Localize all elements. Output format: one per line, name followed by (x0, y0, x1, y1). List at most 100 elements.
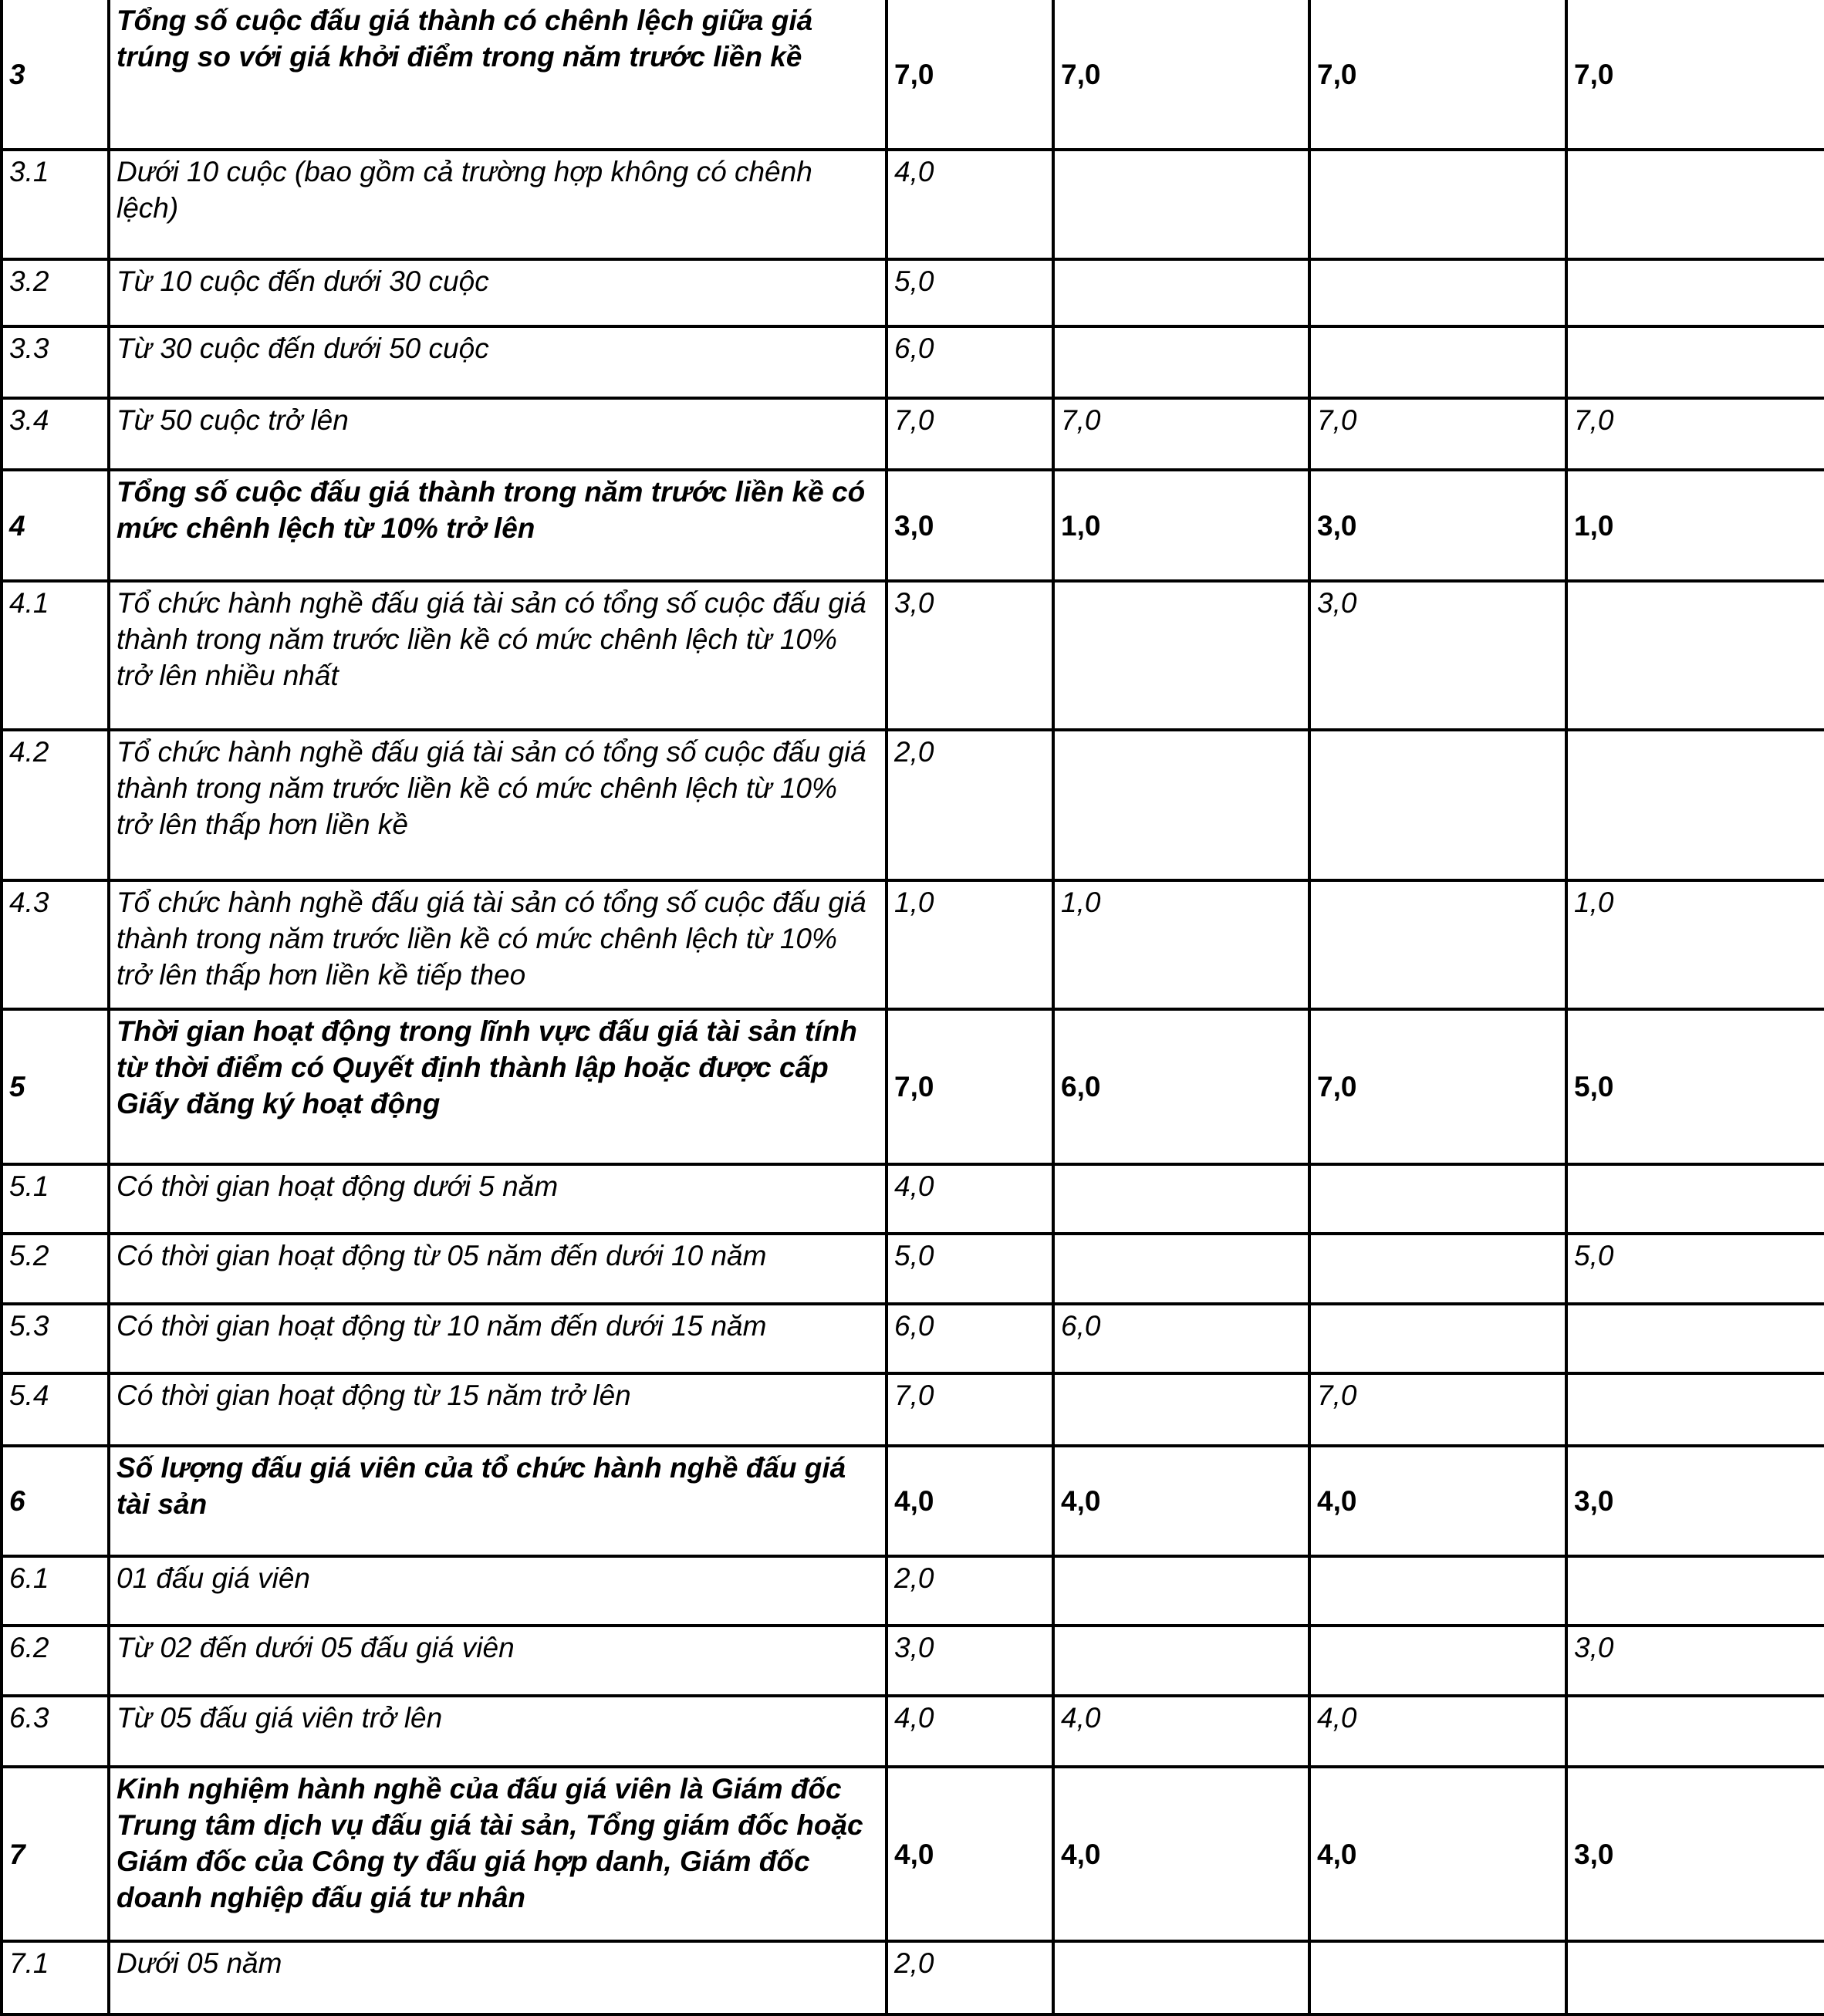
score-cell-4: 1,0 (1565, 468, 1824, 583)
score-cell-4: 7,0 (1565, 0, 1824, 151)
score-cell-2 (1052, 258, 1311, 328)
table-row-3-4: 3.4 Từ 50 cuộc trở lên 7,0 7,0 7,0 7,0 (0, 397, 1824, 471)
score-cell-2: 6,0 (1052, 1302, 1311, 1375)
score-cell-2 (1052, 1555, 1311, 1627)
score-cell-3 (1308, 1624, 1568, 1697)
score-cell-1: 5,0 (885, 1232, 1055, 1305)
score-cell-3 (1308, 325, 1568, 400)
score-cell-2: 4,0 (1052, 1765, 1311, 1943)
score-cell-1: 3,0 (885, 468, 1055, 583)
row-number-cell: 7.1 (0, 1940, 110, 2016)
table-row-7: 7 Kinh nghiệm hành nghề của đấu giá viên… (0, 1765, 1824, 1943)
score-cell-1: 4,0 (885, 148, 1055, 261)
table-row-3: 3 Tổng số cuộc đấu giá thành có chênh lệ… (0, 0, 1824, 151)
criteria-cell: Tổ chức hành nghề đấu giá tài sản có tổn… (107, 579, 888, 731)
criteria-cell: Có thời gian hoạt động từ 10 năm đến dướ… (107, 1302, 888, 1375)
score-cell-4 (1565, 1302, 1824, 1375)
score-cell-3: 7,0 (1308, 397, 1568, 471)
criteria-cell: Từ 02 đến dưới 05 đấu giá viên (107, 1624, 888, 1697)
score-cell-3 (1308, 1302, 1568, 1375)
row-number-cell: 3.1 (0, 148, 110, 261)
table-row-6: 6 Số lượng đấu giá viên của tổ chức hành… (0, 1444, 1824, 1558)
score-cell-4: 5,0 (1565, 1008, 1824, 1166)
criteria-cell: Từ 50 cuộc trở lên (107, 397, 888, 471)
table-row-5: 5 Thời gian hoạt động trong lĩnh vực đấu… (0, 1008, 1824, 1166)
score-cell-1: 4,0 (885, 1444, 1055, 1558)
criteria-cell: Dưới 10 cuộc (bao gồm cả trường hợp khôn… (107, 148, 888, 261)
row-number-cell: 6.2 (0, 1624, 110, 1697)
score-cell-2: 7,0 (1052, 397, 1311, 471)
score-cell-1: 1,0 (885, 879, 1055, 1011)
score-cell-3 (1308, 1163, 1568, 1235)
score-cell-2 (1052, 579, 1311, 731)
table-row-6-2: 6.2 Từ 02 đến dưới 05 đấu giá viên 3,0 3… (0, 1624, 1824, 1697)
score-cell-1: 2,0 (885, 1555, 1055, 1627)
score-cell-2 (1052, 728, 1311, 882)
score-cell-3: 3,0 (1308, 468, 1568, 583)
table-row-3-1: 3.1 Dưới 10 cuộc (bao gồm cả trường hợp … (0, 148, 1824, 261)
score-cell-3: 7,0 (1308, 0, 1568, 151)
criteria-cell: Tổng số cuộc đấu giá thành có chênh lệch… (107, 0, 888, 151)
score-cell-3: 4,0 (1308, 1765, 1568, 1943)
row-number-cell: 6.3 (0, 1694, 110, 1768)
score-cell-2 (1052, 148, 1311, 261)
score-cell-3: 4,0 (1308, 1694, 1568, 1768)
row-number-cell: 3.3 (0, 325, 110, 400)
score-cell-4: 3,0 (1565, 1765, 1824, 1943)
score-cell-4 (1565, 728, 1824, 882)
score-cell-2 (1052, 1624, 1311, 1697)
score-cell-4 (1565, 148, 1824, 261)
score-cell-3 (1308, 1555, 1568, 1627)
score-cell-2: 7,0 (1052, 0, 1311, 151)
score-cell-1: 2,0 (885, 728, 1055, 882)
score-cell-2 (1052, 1232, 1311, 1305)
table-row-3-2: 3.2 Từ 10 cuộc đến dưới 30 cuộc 5,0 (0, 258, 1824, 328)
row-number-cell: 5.1 (0, 1163, 110, 1235)
table-row-5-2: 5.2 Có thời gian hoạt động từ 05 năm đến… (0, 1232, 1824, 1305)
score-cell-4 (1565, 1694, 1824, 1768)
score-cell-4: 7,0 (1565, 397, 1824, 471)
row-number-cell: 3 (0, 0, 110, 151)
row-number-cell: 3.4 (0, 397, 110, 471)
score-cell-3: 4,0 (1308, 1444, 1568, 1558)
row-number-cell: 5.2 (0, 1232, 110, 1305)
score-cell-3 (1308, 258, 1568, 328)
row-number-cell: 5.4 (0, 1372, 110, 1447)
score-cell-1: 7,0 (885, 0, 1055, 151)
score-cell-4 (1565, 1940, 1824, 2016)
score-cell-3: 7,0 (1308, 1372, 1568, 1447)
score-cell-1: 3,0 (885, 579, 1055, 731)
score-cell-4: 5,0 (1565, 1232, 1824, 1305)
criteria-cell: Số lượng đấu giá viên của tổ chức hành n… (107, 1444, 888, 1558)
score-cell-3: 7,0 (1308, 1008, 1568, 1166)
score-cell-3 (1308, 728, 1568, 882)
criteria-cell: 01 đấu giá viên (107, 1555, 888, 1627)
score-cell-4 (1565, 579, 1824, 731)
criteria-cell: Từ 05 đấu giá viên trở lên (107, 1694, 888, 1768)
score-cell-2: 1,0 (1052, 468, 1311, 583)
table-row-3-3: 3.3 Từ 30 cuộc đến dưới 50 cuộc 6,0 (0, 325, 1824, 400)
criteria-cell: Dưới 05 năm (107, 1940, 888, 2016)
table-row-5-4: 5.4 Có thời gian hoạt động từ 15 năm trở… (0, 1372, 1824, 1447)
score-cell-3 (1308, 879, 1568, 1011)
criteria-cell: Có thời gian hoạt động từ 05 năm đến dướ… (107, 1232, 888, 1305)
score-cell-2: 6,0 (1052, 1008, 1311, 1166)
score-cell-2: 1,0 (1052, 879, 1311, 1011)
row-number-cell: 4 (0, 468, 110, 583)
score-cell-2 (1052, 1163, 1311, 1235)
score-cell-4 (1565, 1555, 1824, 1627)
score-cell-1: 4,0 (885, 1694, 1055, 1768)
criteria-cell: Có thời gian hoạt động từ 15 năm trở lên (107, 1372, 888, 1447)
score-cell-3 (1308, 1232, 1568, 1305)
criteria-cell: Từ 30 cuộc đến dưới 50 cuộc (107, 325, 888, 400)
score-cell-1: 2,0 (885, 1940, 1055, 2016)
row-number-cell: 4.1 (0, 579, 110, 731)
score-cell-3: 3,0 (1308, 579, 1568, 731)
score-cell-4: 3,0 (1565, 1444, 1824, 1558)
score-cell-4 (1565, 258, 1824, 328)
row-number-cell: 6.1 (0, 1555, 110, 1627)
criteria-cell: Tổ chức hành nghề đấu giá tài sản có tổn… (107, 879, 888, 1011)
score-cell-1: 3,0 (885, 1624, 1055, 1697)
score-cell-1: 7,0 (885, 1008, 1055, 1166)
